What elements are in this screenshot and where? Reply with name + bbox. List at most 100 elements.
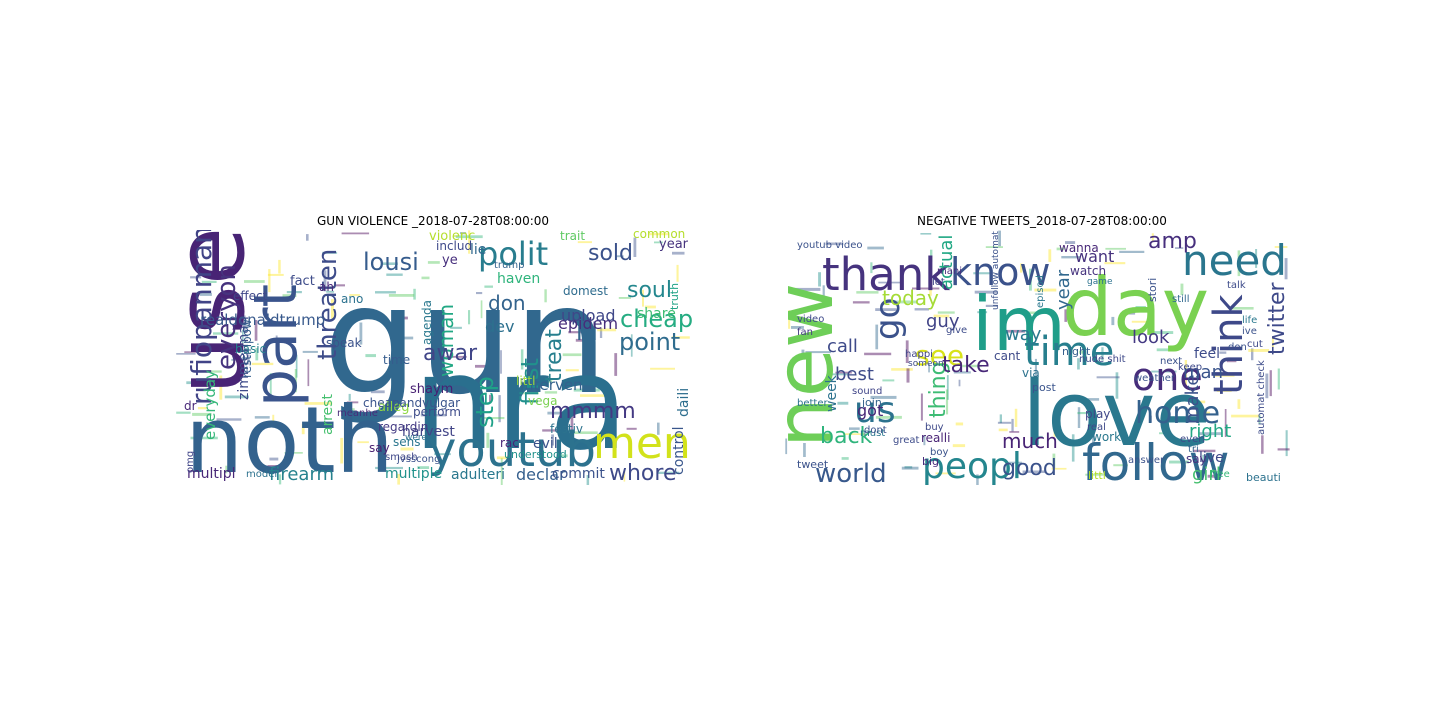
filler-word-speck	[905, 340, 909, 363]
filler-word-speck	[841, 457, 849, 460]
filler-word-speck	[818, 272, 821, 287]
word-call: call	[827, 336, 858, 357]
filler-word-speck	[1180, 283, 1184, 296]
word-girl: girl	[1192, 464, 1221, 485]
word-see: see	[915, 339, 964, 372]
word-haven: haven	[497, 271, 540, 287]
word-basic: basic	[235, 342, 266, 356]
filler-word-speck	[791, 326, 804, 329]
word-part: part	[241, 284, 311, 407]
filler-word-speck	[1071, 434, 1075, 462]
filler-word-speck	[1119, 250, 1145, 253]
wordcloud-negative-tweets-canvas: imlovedaynewthankfollowneedknowthinkonet…	[782, 230, 1290, 485]
word-great: great	[893, 435, 920, 446]
word-episod: episod	[1035, 275, 1046, 308]
filler-word-speck	[413, 288, 416, 300]
filler-word-speck	[219, 375, 223, 400]
filler-word-speck	[216, 418, 242, 421]
word-treat: treat	[542, 329, 567, 382]
word-sound: sound	[852, 386, 882, 397]
filler-word-speck	[657, 422, 660, 435]
filler-word-speck	[928, 363, 930, 373]
word-next: next	[1160, 356, 1182, 367]
filler-word-speck	[904, 466, 913, 469]
filler-word-speck	[1149, 331, 1174, 334]
word-give: give	[946, 325, 967, 336]
word-way: way	[1005, 324, 1042, 345]
filler-word-speck	[388, 294, 415, 297]
filler-word-speck	[1149, 415, 1152, 423]
filler-word-speck	[1237, 399, 1241, 409]
word-automat-check: automat check	[1256, 360, 1267, 435]
filler-word-speck	[1251, 348, 1254, 361]
filler-word-speck	[607, 394, 610, 403]
filler-word-speck	[914, 308, 929, 311]
word-interven: interven	[520, 376, 583, 394]
word-talk: talk	[1227, 280, 1246, 291]
word-stori: stori	[1146, 278, 1159, 302]
filler-word-speck	[1053, 418, 1057, 437]
filler-word-speck	[476, 292, 483, 295]
word-feel: feel	[1194, 346, 1220, 362]
word-commit: commit	[552, 466, 605, 482]
filler-word-speck	[630, 334, 633, 357]
word-first: first	[516, 358, 544, 405]
filler-word-speck	[533, 339, 536, 364]
filler-word-speck	[1085, 473, 1104, 476]
filler-word-speck	[551, 434, 554, 446]
filler-word-speck	[420, 413, 447, 417]
filler-word-speck	[1151, 370, 1177, 373]
filler-word-speck	[1131, 320, 1152, 323]
word-common: common	[633, 230, 685, 241]
filler-word-speck	[1156, 348, 1169, 352]
word-real: real	[1087, 422, 1106, 433]
filler-word-speck	[1175, 247, 1184, 249]
filler-word-speck	[426, 391, 439, 394]
filler-word-speck	[210, 370, 222, 373]
word-noth: noth	[185, 387, 394, 485]
filler-word-speck	[192, 412, 212, 416]
filler-word-speck	[785, 438, 788, 455]
filler-word-speck	[348, 393, 351, 401]
filler-word-speck	[1224, 409, 1227, 437]
word-guy: guy	[926, 311, 960, 332]
word-gun: gun	[323, 254, 608, 428]
filler-word-speck	[176, 353, 196, 355]
word-harvest: harvest	[402, 424, 455, 440]
word-peopl: peopl	[922, 446, 1022, 485]
word-let: let	[932, 277, 945, 288]
filler-word-speck	[985, 246, 1003, 248]
filler-word-speck	[267, 273, 284, 276]
filler-word-speck	[450, 326, 462, 329]
filler-word-speck	[650, 367, 675, 370]
filler-word-speck	[805, 351, 832, 354]
filler-word-speck	[544, 391, 558, 394]
filler-word-speck	[1195, 411, 1210, 415]
filler-word-speck	[1020, 263, 1023, 273]
filler-word-speck	[1269, 370, 1272, 397]
filler-word-speck	[1014, 408, 1018, 427]
filler-word-speck	[326, 290, 335, 293]
word-sold: sold	[588, 241, 633, 266]
word-restinpow: restinpow	[240, 319, 254, 378]
word-dont: dont	[864, 425, 887, 436]
filler-word-speck	[480, 300, 483, 319]
filler-word-speck	[251, 362, 274, 366]
word-lousi: lousi	[363, 248, 419, 276]
filler-word-speck	[386, 273, 403, 276]
filler-word-speck	[1052, 453, 1056, 469]
filler-word-speck	[267, 465, 281, 468]
word-much: much	[1002, 429, 1058, 453]
filler-word-speck	[468, 230, 471, 254]
filler-word-speck	[580, 394, 606, 397]
word-multipl: multipl	[187, 466, 236, 482]
word-arrest: arrest	[320, 394, 336, 435]
filler-word-speck	[998, 428, 1008, 432]
filler-word-speck	[952, 444, 966, 448]
filler-word-speck	[1151, 233, 1154, 242]
filler-word-speck	[347, 455, 350, 469]
filler-word-speck	[520, 349, 524, 370]
filler-word-speck	[1192, 400, 1206, 404]
word-step: step	[471, 376, 499, 428]
